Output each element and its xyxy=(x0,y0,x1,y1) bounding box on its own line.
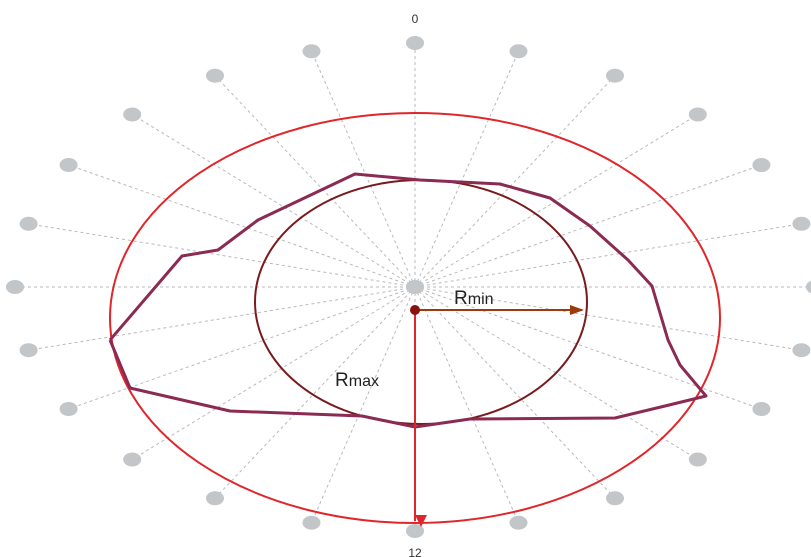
rmax-label: Rmax xyxy=(335,370,379,391)
tick-dot-5 xyxy=(792,216,811,231)
tick-dot-4 xyxy=(752,158,771,172)
rmax-label-main: R xyxy=(335,370,349,391)
tick-dot-10 xyxy=(606,491,624,506)
spoke-line-11 xyxy=(414,286,519,523)
spoke-line-9 xyxy=(414,286,699,460)
center-dot xyxy=(410,305,420,315)
tick-dot-7 xyxy=(792,343,811,358)
tick-label-12: 12 xyxy=(408,546,422,557)
tick-dot-0 xyxy=(406,36,424,50)
spoke-line-19 xyxy=(28,223,416,288)
tick-labels: 061218 xyxy=(408,12,422,557)
rmin-label-main: R xyxy=(454,288,468,309)
tick-dot-2 xyxy=(606,68,624,83)
rmin-label-sub: min xyxy=(468,291,494,308)
rmin-label: Rmin xyxy=(454,288,494,309)
spoke-line-8 xyxy=(414,286,762,410)
tick-dot-8 xyxy=(752,402,771,416)
tick-dot-6 xyxy=(806,280,811,294)
rmax-label-sub: max xyxy=(349,373,379,390)
spoke-line-2 xyxy=(414,75,616,288)
tick-dot-16 xyxy=(59,402,78,416)
spoke-line-22 xyxy=(214,75,416,288)
tick-dot-21 xyxy=(123,107,142,122)
spoke-line-17 xyxy=(28,286,416,351)
tick-dot-20 xyxy=(59,158,78,172)
spoke-line-15 xyxy=(131,286,416,460)
tick-dot-17 xyxy=(19,343,38,358)
spoke-line-7 xyxy=(414,286,802,351)
spoke-line-1 xyxy=(414,51,519,288)
tick-dot-19 xyxy=(19,216,38,231)
tick-dot-9 xyxy=(688,452,707,467)
tick-dots xyxy=(6,36,811,538)
tick-dot-3 xyxy=(688,107,707,122)
tick-dot-1 xyxy=(509,44,528,59)
center-hub xyxy=(406,280,424,294)
spoke-line-3 xyxy=(414,114,699,288)
tick-dot-22 xyxy=(206,68,224,83)
spoke-line-5 xyxy=(414,223,802,288)
spoke-line-21 xyxy=(131,114,416,288)
spoke-line-16 xyxy=(68,286,416,410)
spoke-line-20 xyxy=(68,164,416,288)
center-hub-dot xyxy=(406,280,424,294)
spoke-line-4 xyxy=(414,164,762,288)
spoke-line-10 xyxy=(414,286,616,499)
spoke-line-13 xyxy=(311,286,416,523)
tick-dot-12 xyxy=(406,524,424,538)
tick-dot-15 xyxy=(123,452,142,467)
spoke-lines xyxy=(15,43,811,531)
tick-dot-23 xyxy=(302,44,321,59)
measured-profile xyxy=(108,172,708,429)
tick-dot-13 xyxy=(302,515,321,530)
tick-dot-18 xyxy=(6,280,24,294)
tick-label-0: 0 xyxy=(412,12,419,26)
tick-dot-14 xyxy=(206,491,224,506)
tick-dot-11 xyxy=(509,515,528,530)
inner-circle-rmin xyxy=(254,179,588,425)
spoke-line-23 xyxy=(311,51,416,288)
spoke-line-14 xyxy=(214,286,416,499)
